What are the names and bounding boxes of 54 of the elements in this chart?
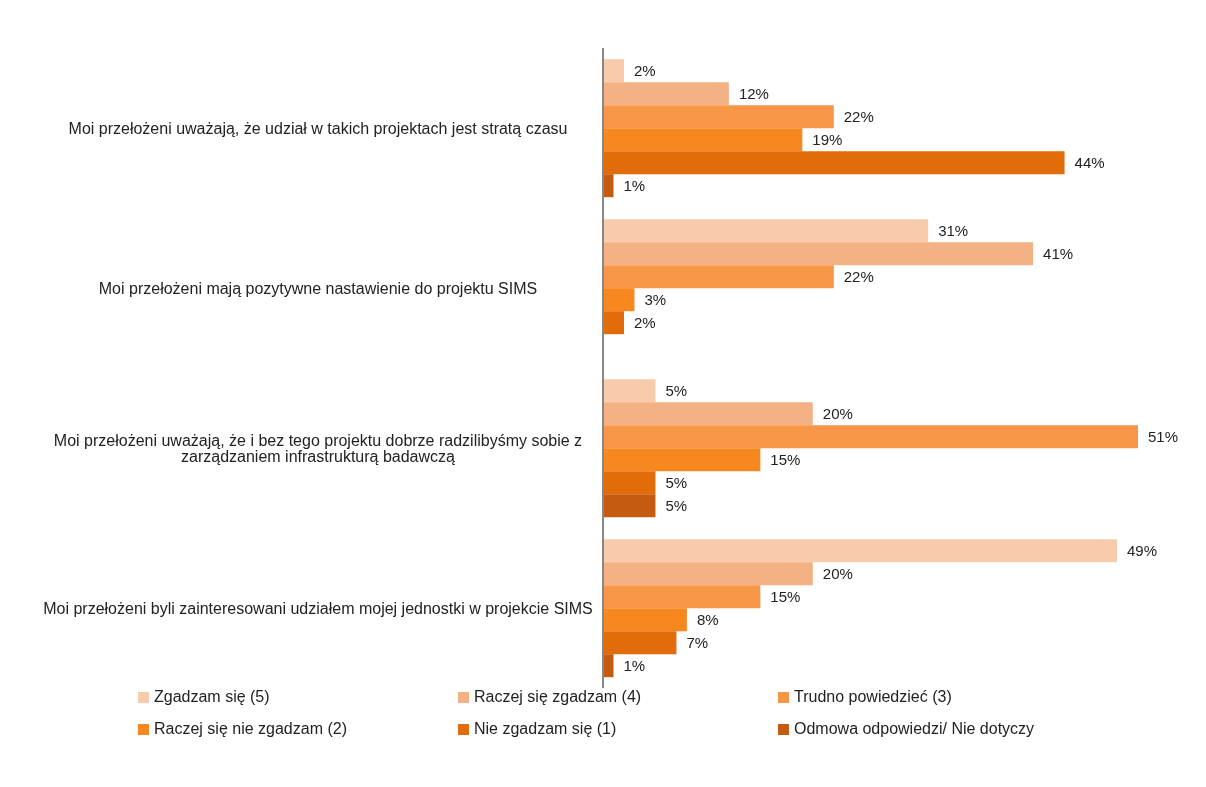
bar (603, 562, 813, 586)
y-tick-label: Moi przełożeni byli zainteresowani udziałem mojej jednostki w projekcie SIMS (43, 599, 593, 617)
legend-label: Odmowa odpowiedzi/ Nie dotyczy (793, 720, 1036, 738)
bar (603, 379, 656, 403)
bar (603, 219, 929, 243)
data-label: 15% (770, 451, 801, 469)
legend-label: Raczej się nie zgadzam (2) (153, 720, 348, 738)
data-label: 5% (665, 474, 688, 492)
data-label: 20% (822, 565, 853, 583)
data-label: 1% (623, 177, 646, 195)
data-label: 44% (1074, 154, 1105, 172)
data-label: 19% (812, 131, 843, 149)
data-label: 51% (1148, 428, 1179, 446)
bar (603, 471, 656, 495)
legend-label: Raczej się zgadzam (4) (473, 688, 643, 706)
bar (603, 151, 1065, 175)
data-label: 3% (644, 291, 667, 309)
data-label: 2% (633, 62, 656, 80)
y-tick-label: Moi przełożeni uważają, że udział w takich projektach jest stratą czasu (68, 119, 568, 137)
data-label: 15% (770, 588, 801, 606)
y-tick-label: Moi przełożeni uważają, że i bez tego projektu dobrze radzilibyśmy sobie z zarządzaniem infrastrukturą badawczą (53, 431, 583, 465)
bar (603, 105, 834, 129)
legend-label: Trudno powiedzieć (3) (793, 688, 953, 706)
bar (603, 448, 761, 472)
bar (603, 288, 635, 312)
data-label: 2% (633, 314, 656, 332)
data-label: 5% (665, 382, 688, 400)
data-label: 8% (696, 611, 719, 629)
bar (603, 311, 624, 335)
bar (603, 585, 761, 609)
data-label: 20% (822, 405, 853, 423)
bar (603, 128, 803, 152)
bar (603, 242, 1034, 266)
y-tick-label: Moi przełożeni mają pozytywne nastawienie do projektu SIMS (98, 279, 538, 297)
bar (603, 425, 1138, 449)
bar (603, 82, 729, 106)
data-label: 22% (843, 108, 874, 126)
data-label: 1% (623, 657, 646, 675)
bar (603, 265, 834, 289)
data-label: 7% (686, 634, 709, 652)
data-label: 31% (938, 222, 969, 240)
bar (603, 59, 624, 83)
bar (603, 494, 656, 518)
data-label: 49% (1127, 542, 1158, 560)
bar (603, 402, 813, 426)
data-label: 22% (843, 268, 874, 286)
data-label: 12% (738, 85, 769, 103)
data-label: 5% (665, 497, 688, 515)
legend-label: Nie zgadzam się (1) (473, 720, 618, 738)
bar (603, 539, 1118, 563)
data-label: 41% (1043, 245, 1074, 263)
legend-label: Zgadzam się (5) (153, 688, 271, 706)
bar (603, 631, 677, 655)
bar (603, 608, 687, 632)
